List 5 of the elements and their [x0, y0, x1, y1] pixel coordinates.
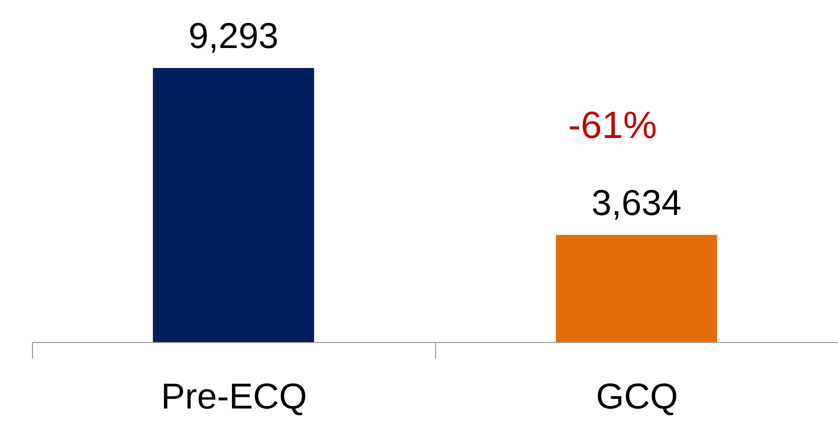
data-label: 9,293 — [188, 15, 279, 56]
annotation: -61% — [568, 105, 657, 147]
data-label: 3,634 — [591, 182, 682, 223]
x-tick-label: GCQ — [596, 376, 678, 416]
x-tick-label: Pre-ECQ — [160, 376, 308, 416]
